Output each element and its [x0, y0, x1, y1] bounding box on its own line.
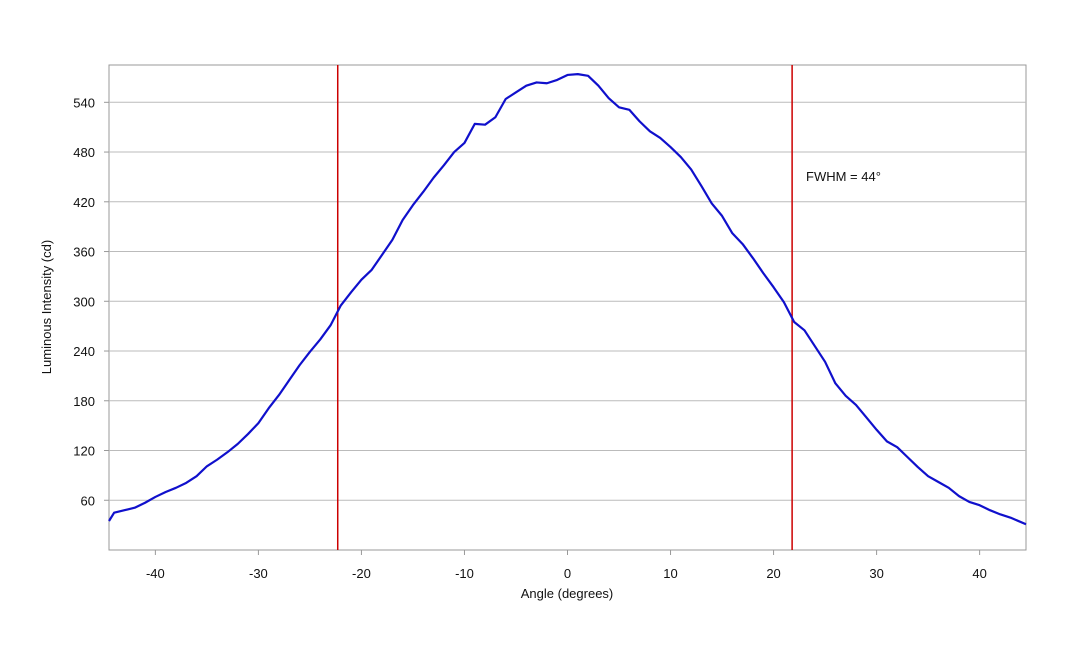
- x-tick-label: 10: [663, 566, 677, 581]
- y-tick-label: 240: [73, 344, 95, 359]
- plot-frame: [108, 64, 1027, 551]
- y-tick-label: 180: [73, 394, 95, 409]
- x-tick-label: -30: [249, 566, 268, 581]
- y-axis-title: Luminous Intensity (cd): [39, 240, 54, 374]
- y-tick-label: 60: [81, 493, 95, 508]
- y-tick-label: 540: [73, 95, 95, 110]
- y-tick-label: 420: [73, 195, 95, 210]
- x-tick-label: -10: [455, 566, 474, 581]
- y-tick-label: 300: [73, 294, 95, 309]
- data-line: [108, 73, 1027, 526]
- x-axis-title: Angle (degrees): [521, 586, 614, 601]
- y-tick-label: 360: [73, 245, 95, 260]
- x-tick-label: 40: [972, 566, 986, 581]
- x-tick-label: 20: [766, 566, 780, 581]
- x-tick-label: -20: [352, 566, 371, 581]
- x-tick-label: 0: [564, 566, 571, 581]
- annotation: FWHM = 44°: [806, 169, 881, 184]
- y-tick-label: 480: [73, 145, 95, 160]
- x-tick-label: -40: [146, 566, 165, 581]
- y-tick-label: 120: [73, 444, 95, 459]
- x-tick-label: 30: [869, 566, 883, 581]
